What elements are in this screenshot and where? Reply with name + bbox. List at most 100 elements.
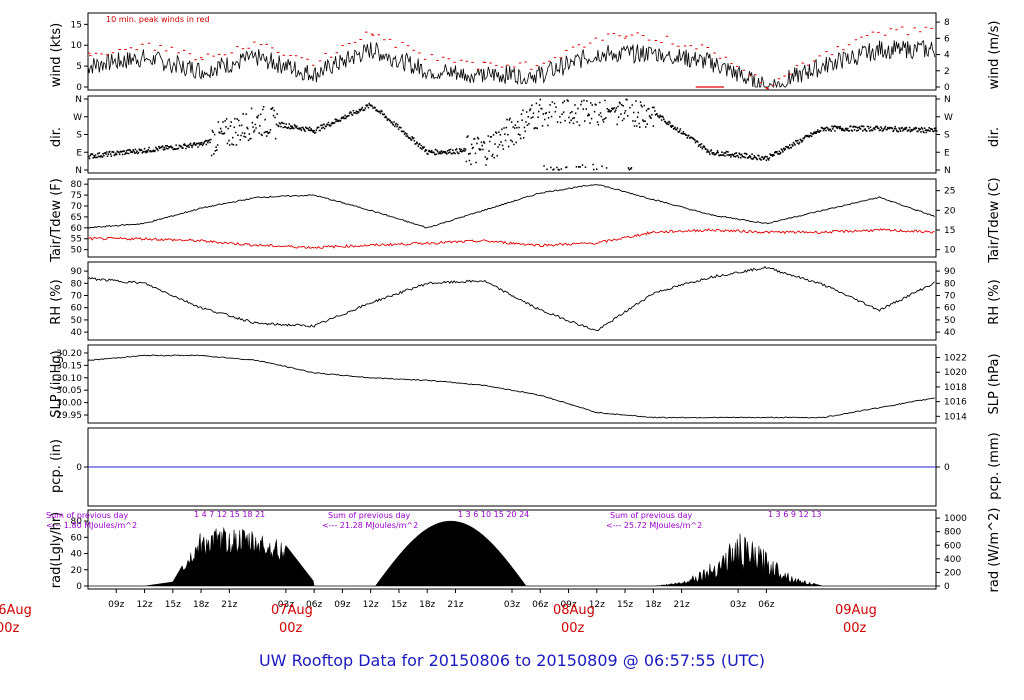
rh-line: [87, 265, 935, 332]
slp-left-ticklabel-2: 30.05: [56, 386, 82, 396]
x-ticklabel-15: 12z: [589, 600, 605, 610]
rh-left-ticklabel-5: 90: [71, 267, 83, 277]
slp-right-ticklabel-1: 1016: [944, 398, 967, 408]
wind-left-ticklabel-1: 5: [76, 62, 82, 72]
peak-winds-note: 10 min. peak winds in red: [106, 15, 210, 24]
rad-right-ticklabel-3: 600: [944, 541, 961, 551]
x-ticklabel-17: 18z: [645, 600, 661, 610]
rad-left-ticklabel-1: 20: [71, 566, 83, 576]
slp-left-ticklabel-1: 30.00: [56, 399, 82, 409]
pcp-ylabel-right: pcp. (mm): [987, 432, 1002, 499]
slp-right-ticklabel-2: 1018: [944, 383, 967, 393]
x-ticklabel-11: 21z: [447, 600, 463, 610]
rh-left-ticklabel-3: 70: [71, 292, 83, 302]
rad-sum-3: <--- 25.72 MJoules/m^2: [606, 521, 702, 530]
rad-left-ticklabel-0: 0: [76, 582, 82, 592]
slp-right-ticklabel-0: 1014: [944, 412, 967, 422]
pcp-right-ticklabel-0: 0: [944, 463, 950, 473]
x-ticklabel-7: 09z: [334, 600, 350, 610]
rad-right-ticklabel-0: 0: [944, 582, 950, 592]
rad-right-ticklabel-4: 800: [944, 528, 961, 538]
dir-left-ticklabel-4: N: [75, 95, 82, 105]
x-ticklabel-13: 06z: [532, 600, 548, 610]
rad-left-ticklabel-4: 80: [71, 517, 83, 527]
rad-left-ticklabel-3: 60: [71, 533, 83, 543]
wind-right-ticklabel-3: 6: [944, 34, 950, 44]
wind-peak-marks: [88, 26, 933, 90]
temp-ylabel-left: Tair/Tdew (F): [49, 178, 64, 263]
slp-ylabel-left: SLP (inHg): [49, 350, 64, 418]
slp-left-ticklabel-5: 30.20: [56, 349, 82, 359]
wind-speed-line: [87, 40, 936, 89]
x-ticklabel-14: 09z: [560, 600, 576, 610]
x-ticklabel-4: 21z: [221, 600, 237, 610]
air-temperature-line: [87, 184, 935, 229]
x-ticklabel-8: 12z: [363, 600, 379, 610]
wind-ylabel-left: wind (kts): [49, 23, 64, 87]
wind-left-ticklabel-3: 15: [71, 20, 82, 30]
date-label-3-time: 00z: [843, 621, 867, 636]
temp-left-ticklabel-5: 75: [71, 191, 82, 201]
rad-sum-header-2: Sum of previous day: [328, 511, 410, 520]
temp-right-ticklabel-3: 25: [944, 187, 955, 197]
dir-right-ticklabel-1: E: [944, 148, 950, 158]
date-label-3: 09Aug: [835, 603, 877, 618]
x-axis: 09z 12z 15z 18z 21z 03z 06z 09z 12z 15z 18z 21z 03z 0…: [108, 589, 775, 610]
temp-left-ticklabel-4: 70: [71, 202, 83, 212]
temp-left-ticklabel-2: 60: [71, 224, 83, 234]
wind-right-ticklabel-1: 2: [944, 67, 950, 77]
rad-right-ticklabel-2: 400: [944, 555, 961, 565]
rad-sum-header-3: Sum of previous day: [610, 511, 692, 520]
slp-panel-frame: [87, 344, 937, 424]
rh-panel-frame: [87, 261, 937, 341]
rad-hours-3: 1 3 6 9 12 13: [768, 510, 821, 519]
dir-left-ticklabel-3: W: [73, 113, 82, 123]
x-ticklabel-10: 18z: [419, 600, 435, 610]
x-ticklabel-19: 03z: [730, 600, 746, 610]
x-ticklabel-20: 06z: [758, 600, 774, 610]
rh-right-ticklabel-3: 70: [944, 292, 956, 302]
temp-left-ticklabel-6: 80: [71, 180, 83, 190]
rh-ylabel-left: RH (%): [49, 279, 64, 324]
date-label-1-time: 00z: [279, 621, 303, 636]
rad-right-ticklabel-5: 1000: [944, 514, 967, 524]
rh-left-ticklabel-1: 50: [71, 316, 83, 326]
x-ticklabel-1: 12z: [136, 600, 152, 610]
x-ticklabel-9: 15z: [391, 600, 407, 610]
wind-left-ticklabel-2: 10: [71, 41, 83, 51]
rh-right-ticklabel-0: 40: [944, 328, 956, 338]
rh-right-ticklabel-4: 80: [944, 279, 956, 289]
rad-sum-1: <--- 1.80 MJoules/m^2: [46, 521, 137, 530]
rh-left-ticklabel-2: 60: [71, 304, 83, 314]
wind-panel-frame: [87, 12, 937, 91]
date-label-2-time: 00z: [561, 621, 585, 636]
slp-ylabel-right: SLP (hPa): [987, 353, 1002, 414]
footer-title: UW Rooftop Data for 20150806 to 20150809…: [259, 651, 765, 670]
rad-hours-1: 1 4 7 12 15 18 21: [194, 510, 265, 519]
wind-right-ticklabel-2: 4: [944, 51, 950, 61]
slp-left-ticklabel-0: 29.95: [56, 411, 82, 421]
x-ticklabel-6: 06z: [306, 600, 322, 610]
temp-left-ticklabel-3: 65: [71, 213, 82, 223]
slp-left-ticklabel-3: 30.10: [56, 374, 82, 384]
temp-panel-frame: [87, 178, 937, 258]
temp-right-ticklabel-2: 20: [944, 206, 956, 216]
rh-right-ticklabel-5: 90: [944, 267, 956, 277]
pcp-left-ticklabel-0: 0: [76, 463, 82, 473]
wind-direction-points: [88, 98, 938, 171]
x-ticklabel-5: 03z: [278, 600, 294, 610]
x-ticklabel-12: 03z: [504, 600, 520, 610]
dir-ylabel-right: dir.: [987, 127, 1002, 147]
temp-right-ticklabel-1: 15: [944, 226, 955, 236]
slp-line: [87, 354, 935, 419]
wind-left-ticklabel-0: 0: [76, 83, 82, 93]
rad-right-ticklabel-1: 200: [944, 568, 961, 578]
date-label-1: 07Aug: [271, 603, 313, 618]
x-ticklabel-2: 15z: [165, 600, 181, 610]
temp-ylabel-right: Tair/Tdew (C): [987, 177, 1002, 263]
x-ticklabel-3: 18z: [193, 600, 209, 610]
rad-ylabel-left: rad(Lgly/hr): [49, 512, 64, 588]
slp-left-ticklabel-4: 30.15: [56, 361, 82, 371]
temp-left-ticklabel-0: 50: [71, 246, 83, 256]
dir-ylabel-left: dir.: [49, 127, 64, 147]
